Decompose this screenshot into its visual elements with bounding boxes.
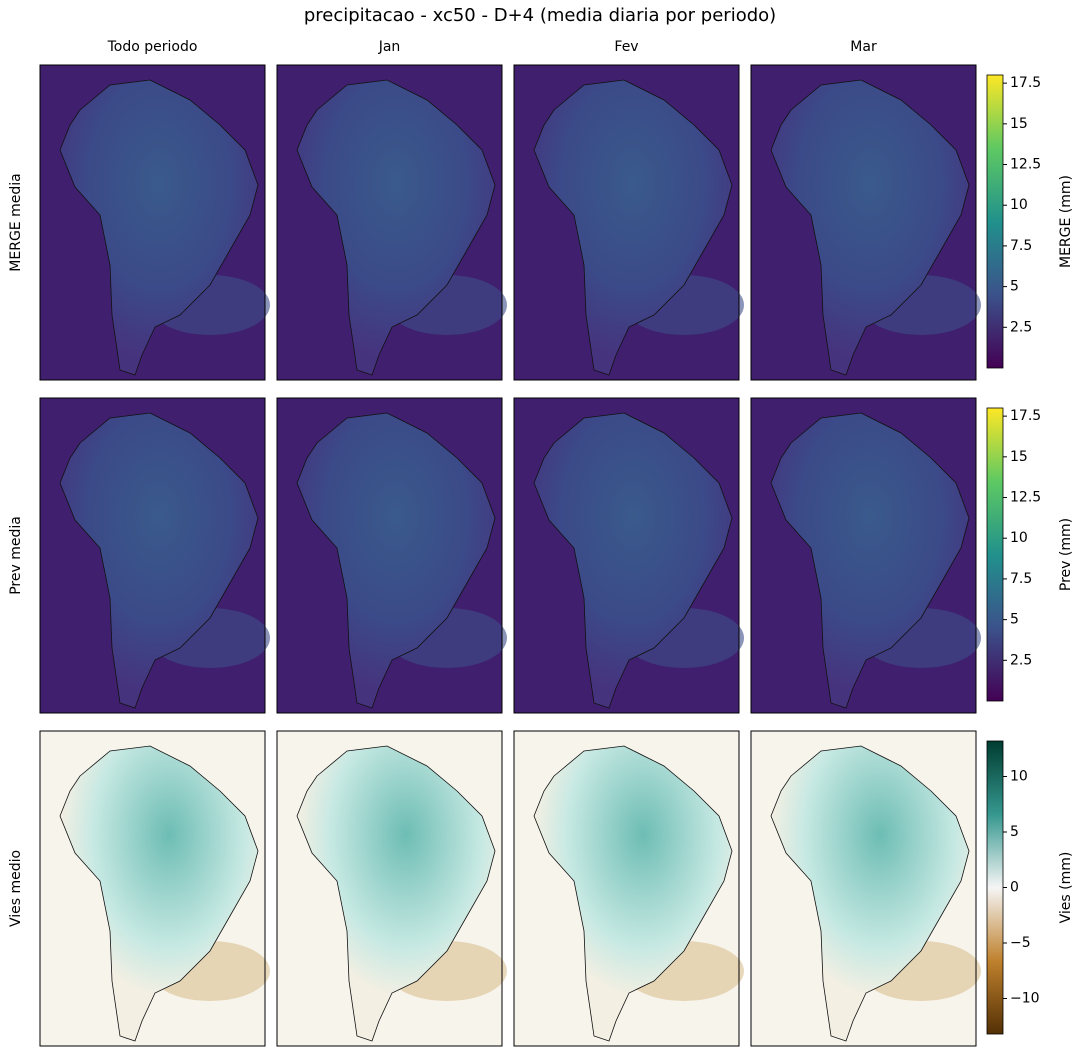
continent [533,412,733,709]
colorbar [986,74,1004,369]
colorbar-tick-label: 15 [1010,449,1028,465]
continent [770,79,970,376]
colorbar-tick-label: 10 [1010,530,1028,546]
continent [296,79,496,376]
map-frame [750,730,977,1047]
colorbar-tick-label: 17.5 [1010,75,1041,91]
continent [296,745,496,1042]
colorbar [986,740,1004,1035]
row-label: Prev media [8,516,24,595]
colorbar [986,407,1004,702]
column-title: Todo periodo [107,39,198,55]
colorbar-tick-label: −5 [1010,935,1031,951]
row-label: Vies medio [8,850,24,927]
colorbar-tick-label: 7.5 [1010,238,1032,254]
continent [59,745,259,1042]
colorbar-tick-label: 2.5 [1010,319,1032,335]
continent [770,745,970,1042]
map-frame [276,64,503,381]
continent [770,412,970,709]
column-title: Jan [378,39,401,55]
map-frame [39,730,266,1047]
map-frame [750,64,977,381]
row-label: MERGE media [8,173,24,271]
colorbar-tick-label: −10 [1010,990,1040,1006]
continent [533,79,733,376]
continent [59,412,259,709]
colorbar-tick-label: 10 [1010,769,1028,785]
continent [533,745,733,1042]
map-frame [39,64,266,381]
colorbar-tick-label: 0 [1010,880,1019,896]
continent [59,79,259,376]
colorbar-tick-label: 12.5 [1010,157,1041,173]
continent [296,412,496,709]
colorbar-label: Prev (mm) [1058,518,1074,591]
colorbar-label: MERGE (mm) [1058,175,1074,268]
colorbar-tick-label: 2.5 [1010,652,1032,668]
colorbar-tick-label: 12.5 [1010,490,1041,506]
colorbar-tick-label: 5 [1010,612,1019,628]
map-frame [39,397,266,714]
colorbar-tick-label: 5 [1010,279,1019,295]
colorbar-tick-label: 7.5 [1010,571,1032,587]
colorbar-tick-label: 5 [1010,824,1019,840]
map-frame [750,397,977,714]
column-title: Fev [614,39,638,55]
map-frame [513,730,740,1047]
colorbar-label: Vies (mm) [1058,852,1074,924]
colorbar-tick-label: 15 [1010,116,1028,132]
map-frame [276,397,503,714]
map-frame [513,64,740,381]
map-frame [513,397,740,714]
colorbar-tick-label: 10 [1010,197,1028,213]
map-frame [276,730,503,1047]
figure-title: precipitacao - xc50 - D+4 (media diaria … [304,5,776,26]
colorbar-tick-label: 17.5 [1010,408,1041,424]
column-title: Mar [850,39,877,55]
